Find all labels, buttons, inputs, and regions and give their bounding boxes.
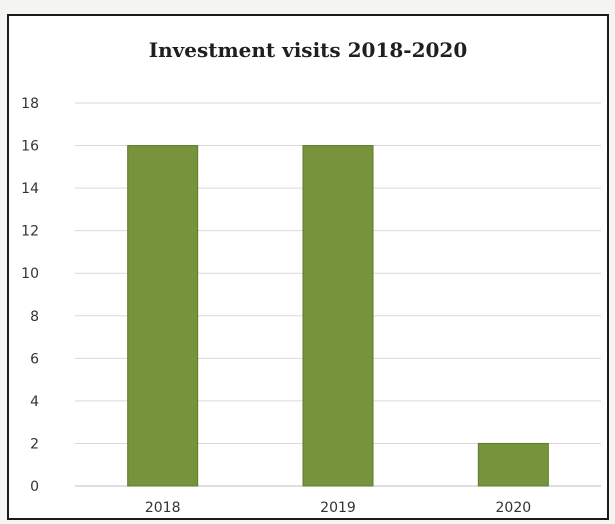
bar-2018: [127, 145, 199, 487]
chart-title: Investment visits 2018-2020: [148, 38, 468, 62]
x-tick-label-2019: 2019: [320, 500, 356, 516]
chart-frame: Investment visits 2018-2020 0 2 4 6 8 10 12 14 1…: [7, 14, 609, 520]
bar-2019: [302, 145, 374, 487]
bar-chart: 0 2 4 6 8 10 12 14 16 18 2018 2019 2020: [21, 96, 601, 516]
y-tick-label: 10: [21, 266, 39, 282]
x-tick-labels: 2018 2019 2020: [145, 500, 531, 516]
y-tick-label: 0: [30, 479, 39, 495]
y-tick-label: 16: [21, 139, 39, 155]
y-tick-label: 2: [30, 436, 39, 452]
y-tick-label: 14: [21, 181, 39, 197]
x-tick-label-2018: 2018: [145, 500, 181, 516]
y-tick-label: 18: [21, 96, 39, 112]
y-tick-label: 12: [21, 224, 39, 240]
y-tick-labels: 0 2 4 6 8 10 12 14 16 18: [21, 96, 39, 495]
y-tick-label: 4: [30, 394, 39, 410]
bars: [127, 145, 549, 487]
x-tick-label-2020: 2020: [496, 500, 532, 516]
bar-2020: [477, 442, 549, 487]
y-tick-label: 8: [30, 309, 39, 325]
y-tick-label: 6: [30, 351, 39, 367]
